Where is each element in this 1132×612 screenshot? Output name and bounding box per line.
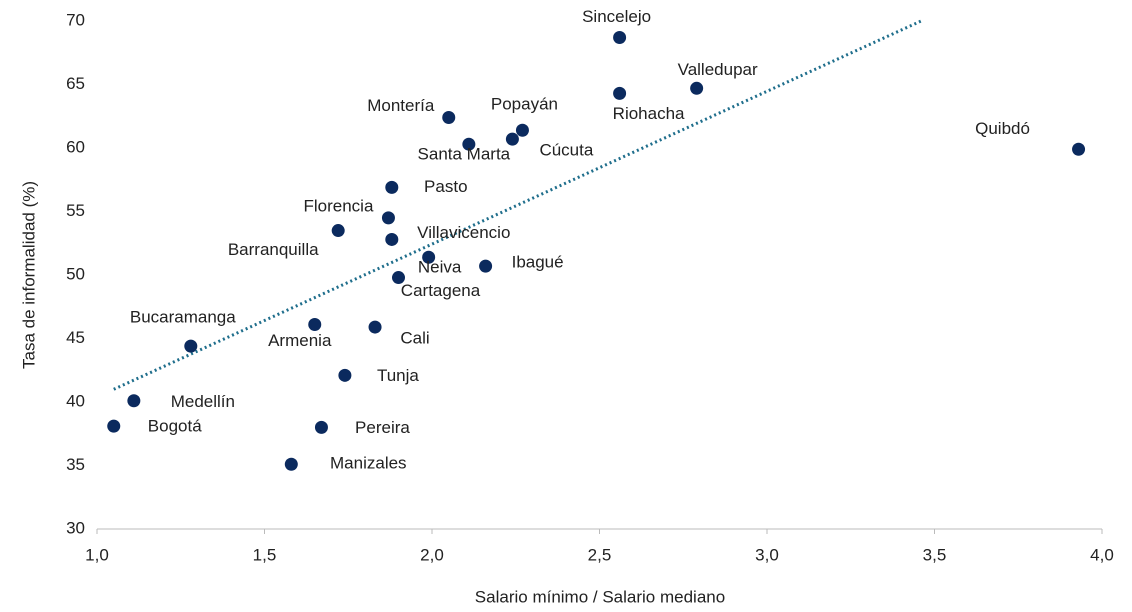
x-tick-label: 2,0 [420, 545, 444, 564]
point [613, 86, 627, 100]
point [331, 224, 345, 238]
point [284, 457, 298, 471]
point-label: Medellín [171, 392, 235, 411]
point [184, 339, 198, 353]
point-label: Barranquilla [228, 240, 319, 259]
y-tick-label: 65 [66, 74, 85, 93]
point [127, 394, 141, 408]
y-tick-label: 30 [66, 518, 85, 537]
point-label: Bogotá [148, 417, 202, 436]
point-label: Pereira [355, 418, 410, 437]
point [1072, 142, 1086, 156]
point-label: Santa Marta [418, 145, 511, 164]
point-label: Armenia [268, 331, 332, 350]
x-tick-label: 4,0 [1090, 545, 1114, 564]
point [613, 31, 627, 45]
y-tick-label: 55 [66, 201, 85, 220]
point [381, 211, 395, 225]
point [107, 419, 121, 433]
x-tick-label: 2,5 [588, 545, 612, 564]
point-label: Manizales [330, 454, 407, 473]
y-tick-label: 60 [66, 137, 85, 156]
point [690, 81, 704, 95]
x-tick-label: 1,5 [253, 545, 277, 564]
y-tick-label: 50 [66, 264, 85, 283]
y-tick-label: 70 [66, 10, 85, 29]
point-label: Valledupar [678, 60, 758, 79]
point-label: Cartagena [401, 281, 481, 300]
point-label: Pasto [424, 177, 467, 196]
y-axis-label: Tasa de informalidad (%) [19, 181, 38, 369]
point-label: Tunja [377, 366, 419, 385]
point [392, 271, 405, 285]
point-label: Neiva [418, 258, 462, 277]
point-label: Cúcuta [539, 141, 593, 160]
x-axis-label: Salario mínimo / Salario mediano [475, 587, 725, 606]
y-tick-label: 35 [66, 455, 85, 474]
point-label: Quibdó [975, 119, 1030, 138]
point-label: Villavicencio [417, 223, 510, 242]
point-label: Sincelejo [582, 7, 651, 26]
trendline [113, 19, 922, 391]
point-label: Riohacha [613, 104, 685, 123]
point [515, 123, 529, 137]
point [462, 137, 476, 151]
y-tick-label: 40 [66, 391, 85, 410]
point [385, 232, 399, 246]
x-tick-label: 3,5 [923, 545, 947, 564]
y-tick-label: 45 [66, 328, 85, 347]
point-label: Cali [400, 329, 429, 348]
point [368, 320, 382, 334]
point [479, 259, 493, 273]
point [505, 132, 519, 146]
point-label: Ibagué [512, 253, 564, 272]
point [422, 250, 436, 264]
point [442, 111, 456, 125]
point-label: Florencia [303, 196, 373, 215]
point [338, 368, 352, 382]
x-tick-label: 3,0 [755, 545, 779, 564]
point [385, 180, 399, 194]
point [314, 420, 328, 434]
point-label: Popayán [491, 95, 558, 114]
x-tick-label: 1,0 [85, 545, 109, 564]
point-label: Bucaramanga [130, 308, 236, 327]
point-label: Montería [367, 96, 435, 115]
point [308, 318, 322, 332]
